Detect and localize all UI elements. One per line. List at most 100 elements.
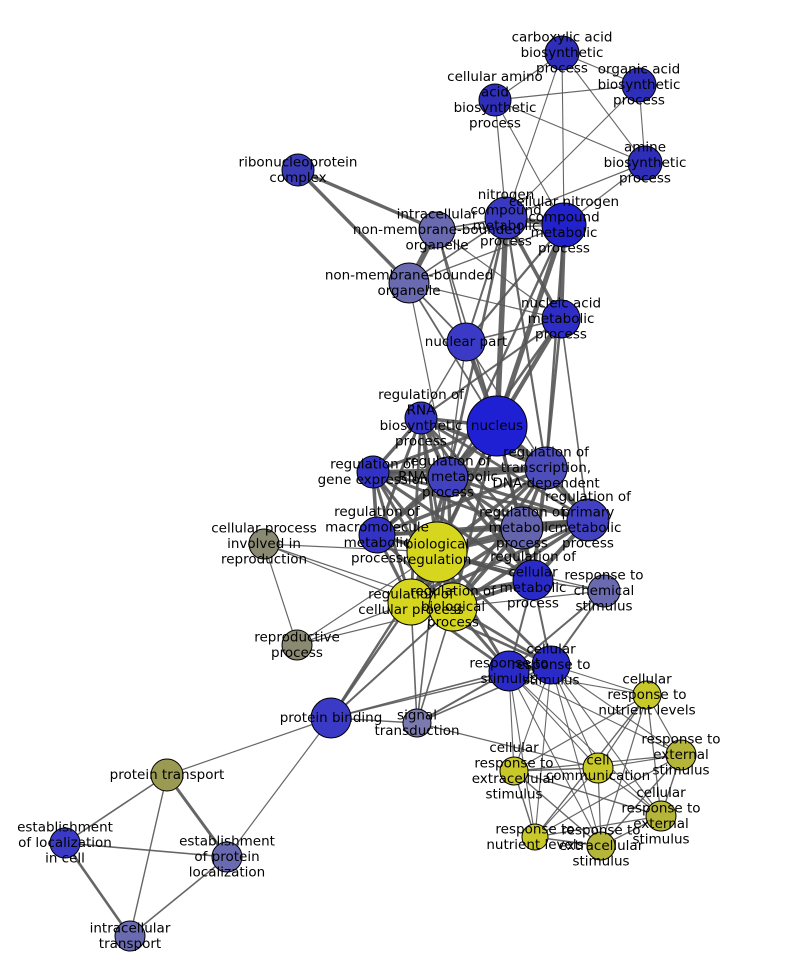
graph-edge bbox=[550, 664, 602, 847]
graph-edge bbox=[409, 417, 423, 603]
graph-edge bbox=[505, 84, 640, 219]
graph-edge bbox=[408, 224, 565, 284]
graph-edge bbox=[296, 168, 411, 285]
graph-node-regulation-of-primary-metabolic-process[interactable] bbox=[566, 498, 610, 542]
graph-node-organic-acid-biosynthetic-process[interactable] bbox=[621, 67, 657, 103]
graph-node-cellular-response-to-nutrient-levels[interactable] bbox=[632, 680, 662, 710]
graph-edge bbox=[372, 470, 523, 530]
graph-node-cell-communication[interactable] bbox=[582, 752, 614, 784]
graph-edge bbox=[508, 670, 536, 838]
graph-edge bbox=[646, 694, 662, 817]
graph-node-reproductive-process[interactable] bbox=[281, 629, 313, 661]
graph-edge bbox=[263, 543, 298, 646]
graph-edge bbox=[534, 664, 552, 838]
graph-node-regulation-of-rna-biosynthetic-process[interactable] bbox=[404, 401, 438, 435]
graph-edge bbox=[494, 99, 565, 226]
graph-edge bbox=[550, 664, 682, 756]
graph-edge bbox=[508, 670, 599, 769]
graph-edge bbox=[505, 162, 646, 219]
graph-node-regulation-of-biological-process[interactable] bbox=[428, 582, 478, 632]
graph-node-nucleic-acid-metabolic-process[interactable] bbox=[541, 299, 581, 339]
graph-node-regulation-of-macromolecule-metabolic-process[interactable] bbox=[358, 516, 396, 554]
graph-node-regulation-of-gene-expression[interactable] bbox=[356, 455, 390, 489]
graph-node-ribonucleoprotein-complex[interactable] bbox=[281, 153, 315, 187]
graph-edge bbox=[420, 318, 562, 419]
graph-node-protein-binding[interactable] bbox=[310, 697, 352, 739]
node-layer bbox=[49, 35, 697, 952]
graph-edge bbox=[494, 99, 646, 164]
graph-node-non-membrane-bounded-organelle[interactable] bbox=[388, 262, 430, 304]
graph-edge bbox=[436, 229, 562, 320]
label-layer: carboxylic acid biosynthetic process organi… bbox=[17, 30, 721, 952]
graph-edge bbox=[447, 475, 589, 522]
graph-node-response-to-stimulus[interactable] bbox=[488, 650, 530, 692]
graph-edge bbox=[513, 770, 662, 817]
graph-edge bbox=[508, 670, 602, 847]
graph-edge bbox=[465, 217, 507, 343]
graph-node-protein-transport[interactable] bbox=[150, 758, 184, 792]
graph-edge bbox=[513, 770, 602, 847]
graph-node-response-to-chemical-stimulus[interactable] bbox=[587, 574, 621, 608]
graph-edge bbox=[372, 470, 589, 522]
graph-edge bbox=[534, 815, 662, 838]
graph-edge bbox=[416, 664, 552, 724]
graph-edge bbox=[129, 856, 228, 937]
graph-edge bbox=[494, 84, 640, 101]
graph-edge bbox=[165, 774, 229, 858]
graph-edge bbox=[226, 717, 332, 858]
graph-node-cellular-process-involved-in-reproduction[interactable] bbox=[248, 528, 280, 560]
graph-edge bbox=[550, 664, 662, 817]
graph-edge bbox=[408, 282, 449, 478]
graph-edge bbox=[600, 694, 648, 847]
graph-edge bbox=[534, 754, 682, 838]
graph-edge bbox=[416, 722, 599, 769]
graph-node-amine-biosynthetic-process[interactable] bbox=[627, 145, 663, 181]
graph-node-nitrogen-compound-metabolic-process[interactable] bbox=[484, 196, 528, 240]
graph-node-cellular-response-to-extracellular-stimulus[interactable] bbox=[499, 756, 529, 786]
graph-node-nucleus[interactable] bbox=[466, 395, 528, 457]
graph-node-response-to-external-stimulus[interactable] bbox=[665, 739, 697, 771]
graph-edge bbox=[166, 717, 332, 776]
graph-node-intracellular-transport[interactable] bbox=[114, 920, 146, 952]
graph-node-cellular-response-to-stimulus[interactable] bbox=[531, 645, 571, 685]
graph-node-signal-transduction[interactable] bbox=[402, 708, 432, 738]
graph-edge bbox=[263, 543, 412, 603]
graph-node-establishment-of-localization-in-cell[interactable] bbox=[49, 827, 81, 859]
graph-node-regulation-of-rna-metabolic-process[interactable] bbox=[427, 456, 469, 498]
graph-node-regulation-of-metabolic-process[interactable] bbox=[500, 506, 544, 550]
graph-node-cellular-amino-acid-biosynthetic-process[interactable] bbox=[478, 83, 512, 117]
graph-node-cellular-nitrogen-compound-metabolic-process[interactable] bbox=[541, 202, 587, 248]
graph-node-nuclear-part[interactable] bbox=[446, 322, 486, 362]
graph-edge bbox=[372, 470, 534, 582]
graph-node-cellular-response-to-external-stimulus[interactable] bbox=[645, 800, 677, 832]
graph-node-regulation-of-transcription-dna-dependent[interactable] bbox=[524, 446, 568, 490]
graph-node-response-to-extracellular-stimulus[interactable] bbox=[586, 831, 616, 861]
graph-edge bbox=[561, 52, 565, 226]
graph-edge bbox=[129, 774, 168, 937]
graph-edge bbox=[408, 282, 562, 320]
graph-node-regulation-of-cellular-process[interactable] bbox=[387, 578, 435, 626]
graph-edge bbox=[508, 590, 605, 672]
graph-edge bbox=[452, 518, 589, 609]
graph-node-carboxylic-acid-biosynthetic-process[interactable] bbox=[544, 35, 580, 71]
graph-edge bbox=[513, 694, 648, 772]
graph-edge bbox=[560, 318, 589, 521]
graph-edge bbox=[505, 52, 563, 219]
graph-node-response-to-nutrient-levels[interactable] bbox=[521, 823, 549, 851]
graph-node-intracellular-non-membrane-bounded-organelle[interactable] bbox=[418, 211, 456, 249]
graph-edge bbox=[465, 224, 565, 343]
graph-edge bbox=[508, 670, 662, 817]
graph-edge bbox=[508, 670, 648, 696]
graph-node-biological-regulation[interactable] bbox=[406, 521, 468, 583]
graph-node-regulation-of-cellular-metabolic-process[interactable] bbox=[512, 559, 554, 601]
graph-edge bbox=[544, 318, 563, 469]
graph-edge bbox=[534, 767, 599, 838]
graph-edge bbox=[63, 842, 132, 937]
graph-edge bbox=[494, 217, 509, 427]
graph-edge bbox=[64, 842, 228, 858]
graph-node-establishment-of-protein-localization[interactable] bbox=[211, 841, 243, 873]
graph-edge bbox=[64, 774, 168, 844]
graph-edge bbox=[447, 341, 467, 478]
